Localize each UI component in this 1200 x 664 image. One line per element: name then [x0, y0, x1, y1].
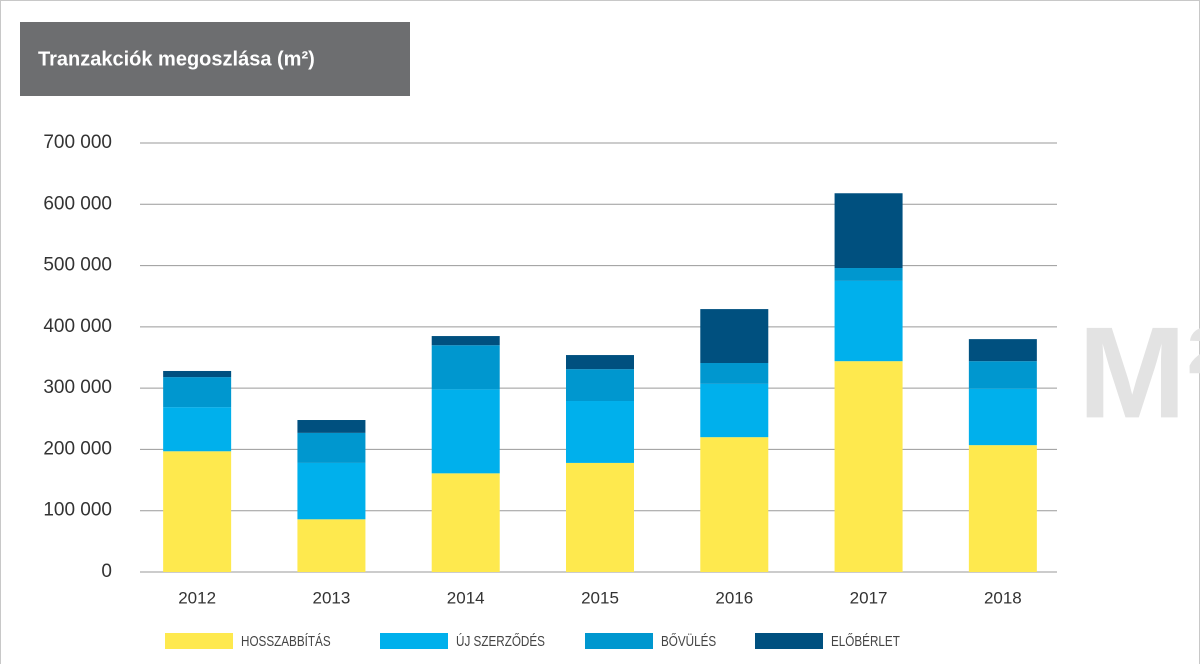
bar-segment: [163, 370, 232, 378]
x-tick-label: 2015: [581, 588, 619, 607]
legend-label: ÚJ SZERZŐDÉS: [456, 633, 545, 650]
bar-segment: [431, 336, 500, 346]
bar-segment: [834, 280, 903, 362]
bar-segment: [566, 401, 634, 463]
y-tick-label: 500 000: [43, 255, 112, 276]
chart-title: Tranzakciók megoszlása (m²): [38, 48, 315, 70]
bar-segment: [163, 407, 232, 452]
y-tick-label: 400 000: [43, 316, 112, 337]
y-tick-label: 300 000: [43, 377, 112, 398]
bar-segment: [163, 451, 232, 572]
x-tick-label: 2012: [178, 588, 216, 607]
bar-segment: [566, 369, 634, 402]
legend-swatch: [585, 633, 653, 649]
bar-segment: [700, 309, 769, 364]
legend-label: ELŐBÉRLET: [831, 633, 900, 650]
bar-segment: [834, 361, 903, 572]
x-tick-label: 2018: [984, 588, 1022, 607]
bar-segment: [700, 383, 769, 438]
legend-swatch: [380, 633, 448, 649]
x-tick-label: 2014: [447, 588, 485, 607]
legend-swatch: [755, 633, 823, 649]
legend-swatch: [165, 633, 233, 649]
bar-segment: [968, 361, 1037, 389]
y-tick-label: 100 000: [43, 500, 112, 521]
bar-segment: [297, 432, 366, 463]
bar-segment: [968, 388, 1037, 446]
legend-label: HOSSZABBÍTÁS: [241, 633, 331, 650]
bar-segment: [431, 389, 500, 474]
bar-segment: [700, 437, 769, 572]
bar-segment: [297, 420, 366, 433]
bar-segment: [566, 355, 634, 370]
y-tick-label: 200 000: [43, 438, 112, 459]
bar-segment: [968, 339, 1037, 362]
bar-segment: [297, 519, 366, 572]
legend-label: BŐVÜLÉS: [661, 633, 716, 650]
x-tick-label: 2017: [850, 588, 888, 607]
bar-segment: [163, 377, 232, 408]
y-tick-label: 700 000: [43, 132, 112, 153]
bar-segment: [566, 462, 634, 572]
title-box: [20, 22, 410, 96]
y-tick-label: 600 000: [43, 193, 112, 214]
bar-segment: [834, 193, 903, 269]
bar-segment: [431, 345, 500, 390]
y-tick-label: 0: [101, 561, 112, 582]
bar-segment: [431, 473, 500, 572]
watermark: M²: [1078, 299, 1200, 445]
x-tick-label: 2013: [313, 588, 351, 607]
bar-segment: [700, 363, 769, 384]
bar-segment: [968, 445, 1037, 572]
x-tick-label: 2016: [715, 588, 753, 607]
bar-segment: [297, 462, 366, 520]
bar-segment: [834, 268, 903, 281]
